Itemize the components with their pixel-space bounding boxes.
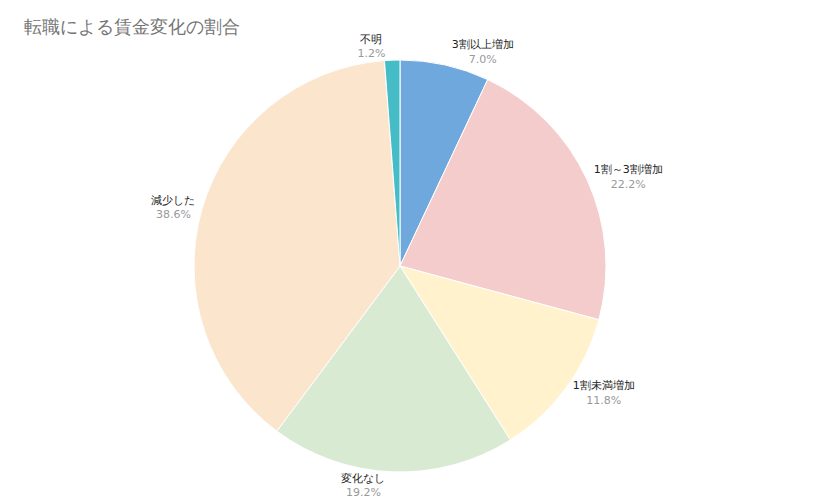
svg-text:3割以上増加7.0%: 3割以上増加7.0% <box>452 38 514 65</box>
svg-text:不明1.2%: 不明1.2% <box>357 33 385 60</box>
svg-text:転職による賃金変化の割合: 転職による賃金変化の割合 <box>24 16 240 37</box>
svg-text:変化なし19.2%: 変化なし19.2% <box>341 472 385 499</box>
svg-text:減少した38.6%: 減少した38.6% <box>151 194 195 221</box>
svg-text:1割～3割増加22.2%: 1割～3割増加22.2% <box>594 163 663 190</box>
svg-text:1割未満増加11.8%: 1割未満増加11.8% <box>573 379 635 406</box>
